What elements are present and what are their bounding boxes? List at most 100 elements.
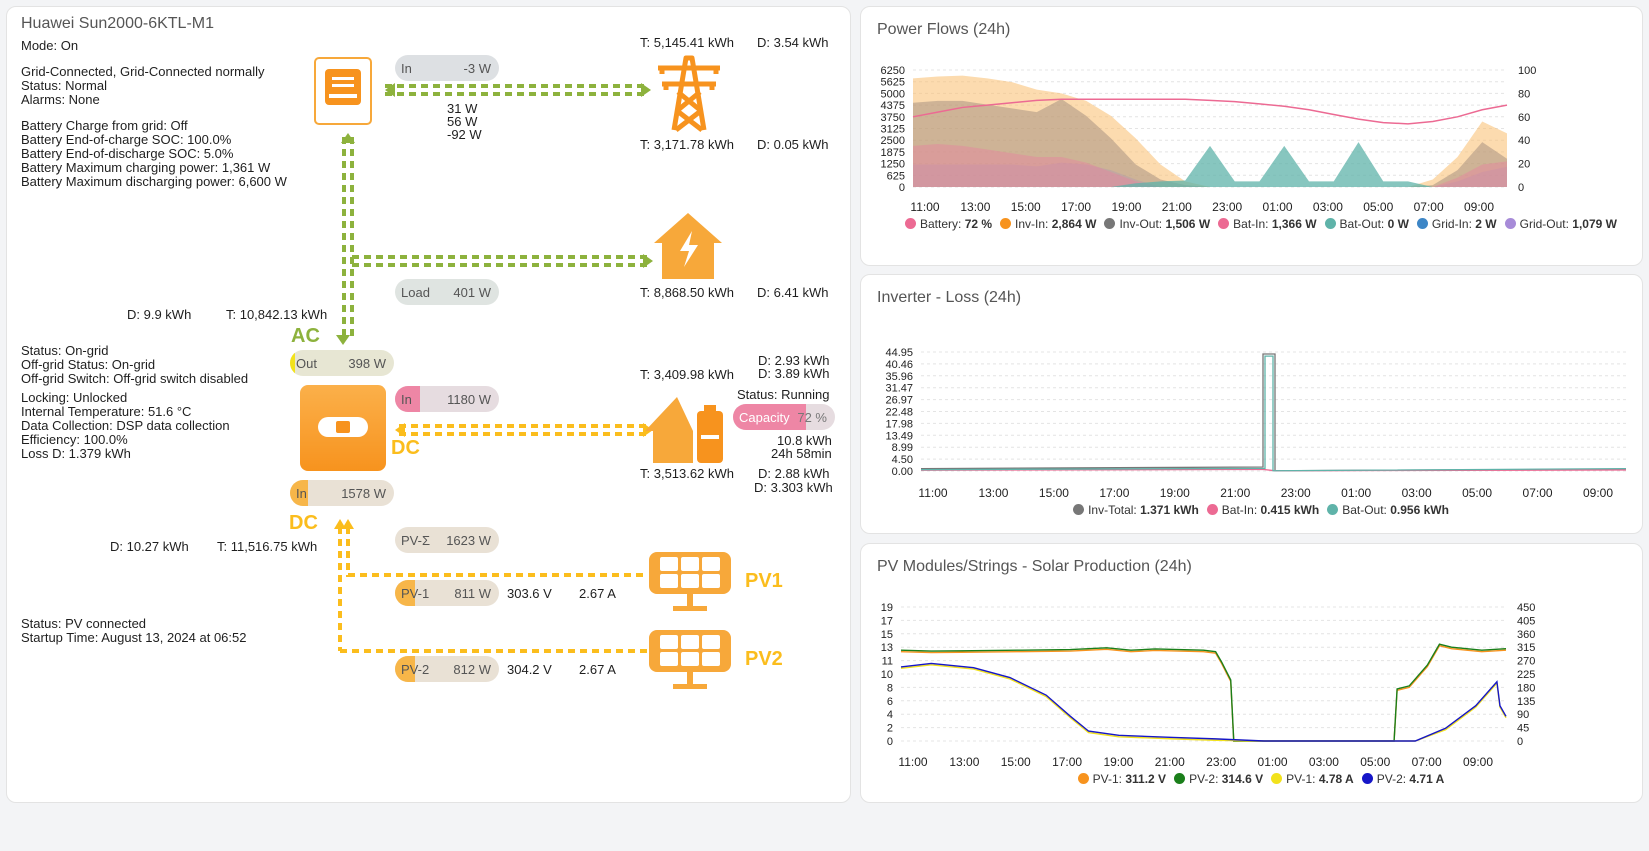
legend-item[interactable]: Bat-Out: 0.956 kWh (1327, 503, 1449, 517)
series-line-pv1-voltage (900, 644, 1507, 742)
ac-flow-line (342, 137, 647, 337)
y2-tick-label: 90 (1517, 709, 1529, 721)
battery-energy: 10.8 kWh (777, 433, 832, 448)
y-tick-label: 26.97 (885, 395, 913, 407)
legend-label: Bat-Out: (1342, 503, 1391, 517)
x-tick-label: 07:00 (1523, 486, 1553, 500)
y-tick-label: 4.50 (892, 454, 913, 466)
meter-icon[interactable] (314, 57, 372, 125)
y2-tick-label: 180 (1517, 682, 1535, 694)
x-tick-label: 07:00 (1414, 200, 1444, 214)
legend-dot (905, 218, 916, 229)
inverter-loss-title: Inverter - Loss (24h) (877, 289, 1022, 306)
pv2-voltage: 304.2 V (507, 662, 552, 677)
ac-day: D: 9.9 kWh (127, 307, 192, 322)
y-tick-label: 4 (887, 709, 893, 721)
flow-lines (334, 83, 653, 653)
pv2-panel-icon[interactable] (647, 628, 733, 692)
legend-item[interactable]: Bat-In: 1,366 W (1218, 217, 1317, 231)
house-icon[interactable] (652, 209, 724, 281)
legend-item[interactable]: PV-1: 4.78 A (1271, 772, 1354, 786)
grid-flow-line (385, 84, 647, 96)
y-tick-label: 35.96 (885, 371, 913, 383)
legend-dot (1271, 773, 1283, 784)
battery-flow-line (399, 424, 647, 436)
inverter-loss-chart[interactable]: 0.004.508.9913.4917.9822.4826.9731.4735.… (861, 275, 1644, 505)
y2-tick-label: 405 (1517, 615, 1535, 627)
y2-tick-label: 40 (1518, 135, 1530, 147)
pv1-current: 2.67 A (579, 586, 616, 601)
grid-day-top: D: 3.54 kWh (757, 35, 829, 50)
x-tick-label: 17:00 (1099, 486, 1129, 500)
series-line-battery (912, 98, 1508, 125)
x-tick-label: 13:00 (960, 200, 990, 214)
legend-dot (1174, 773, 1186, 784)
x-tick-label: 15:00 (1011, 200, 1041, 214)
x-tick-label: 05:00 (1462, 486, 1492, 500)
legend-dot (1324, 218, 1336, 229)
y-tick-label: 44.95 (885, 347, 913, 359)
legend-value: 2,864 W (1051, 217, 1097, 231)
x-tick-label: 09:00 (1583, 486, 1613, 500)
y-tick-label: 0 (887, 736, 893, 748)
x-tick-label: 17:00 (1052, 755, 1082, 769)
power-flows-card: Power Flows (24h) 0 625 1250 1875 2500 3125 37… (860, 6, 1643, 266)
y-tick-label: 5000 (881, 88, 905, 100)
legend-label: Battery: (920, 217, 965, 231)
legend-item[interactable]: Inv-Total: 1.371 kWh (1073, 503, 1199, 517)
series-area-inv-out (913, 99, 1507, 187)
dc-in-pill: In 1578 W (290, 480, 394, 506)
y-tick-label: 17 (881, 615, 893, 627)
x-tick-label: 23:00 (1206, 755, 1236, 769)
pv-modules-card: PV Modules/Strings - Solar Production (2… (860, 543, 1643, 803)
legend-label: PV-2: (1189, 772, 1222, 786)
y-tick-label: 11 (882, 656, 893, 668)
legend-item[interactable]: PV-2: 4.71 A (1361, 772, 1444, 786)
y-tick-label: 2 (887, 723, 893, 735)
battery-icon[interactable] (643, 395, 727, 465)
x-tick-label: 03:00 (1313, 200, 1343, 214)
legend-dot (1077, 773, 1089, 784)
y-tick-label: 8.99 (892, 442, 913, 454)
legend-label: PV-1: (1092, 772, 1126, 786)
x-tick-label: 23:00 (1281, 486, 1311, 500)
battery-total-top: T: 3,409.98 kWh (640, 367, 734, 382)
pv1-panel-icon[interactable] (647, 550, 733, 614)
legend-label: Bat-Out: (1339, 217, 1388, 231)
legend-item[interactable]: Grid-Out: 1,079 W (1504, 217, 1617, 231)
legend-value: 1.371 kWh (1140, 503, 1199, 517)
legend-item[interactable]: Inv-Out: 1,506 W (1104, 217, 1210, 231)
x-tick-label: 21:00 (1162, 200, 1192, 214)
series-line-pv2-voltage (900, 643, 1507, 742)
x-tick-label: 03:00 (1309, 755, 1339, 769)
pv1-voltage: 303.6 V (507, 586, 552, 601)
legend-item[interactable]: PV-1: 311.2 V (1077, 772, 1166, 786)
legend-item[interactable]: Bat-Out: 0 W (1324, 217, 1409, 231)
legend-dot (1073, 504, 1085, 515)
x-tick-label: 11:00 (910, 200, 939, 214)
x-tick-label: 01:00 (1263, 200, 1293, 214)
y-tick-label: 15 (881, 629, 893, 641)
y-tick-label: 3750 (881, 112, 905, 124)
legend-value: 0 W (1387, 217, 1409, 231)
grid-tower-icon[interactable] (654, 52, 724, 134)
x-tick-label: 19:00 (1111, 200, 1141, 214)
x-tick-label: 01:00 (1341, 486, 1371, 500)
legend-item[interactable]: PV-2: 314.6 V (1174, 772, 1263, 786)
dc-label: DC (289, 512, 318, 534)
pv-modules-legend: PV-1: 311.2 V PV-2: 314.6 V PV-1: 4.78 A PV… (901, 772, 1621, 786)
legend-item[interactable]: Battery: 72 % (905, 217, 992, 231)
legend-item[interactable]: Bat-In: 0.415 kWh (1206, 503, 1319, 517)
legend-item[interactable]: Inv-In: 2,864 W (1000, 217, 1096, 231)
grid-in-pill: In -3 W (395, 55, 499, 81)
y-tick-label: 10 (881, 669, 893, 681)
legend-item[interactable]: Grid-In: 2 W (1416, 217, 1497, 231)
legend-dot (1504, 218, 1516, 229)
house-total: T: 8,868.50 kWh (640, 285, 734, 300)
pv1-name: PV1 (745, 570, 783, 592)
inverter-icon[interactable] (300, 385, 386, 471)
legend-label: PV-1: (1286, 772, 1319, 786)
pv-modules-chart[interactable]: 0246810111315171904590135180225270315360… (861, 544, 1644, 774)
power-flows-chart[interactable]: 0625125018752500312537504375500056256250… (861, 7, 1644, 222)
y2-tick-label: 135 (1517, 696, 1535, 708)
